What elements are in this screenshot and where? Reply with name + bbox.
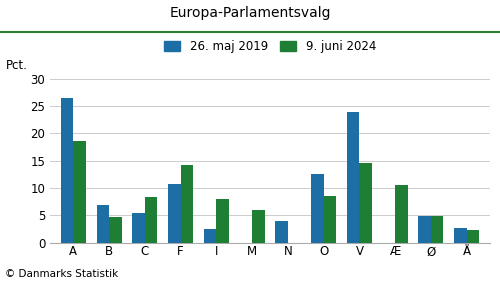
Text: Europa-Parlamentsvalg: Europa-Parlamentsvalg — [169, 6, 331, 20]
Bar — [204, 230, 216, 243]
Bar — [216, 199, 229, 243]
Bar — [180, 165, 193, 243]
Bar — [145, 197, 158, 243]
Bar — [431, 216, 444, 243]
Bar — [60, 98, 74, 243]
Bar — [418, 216, 431, 243]
Bar — [252, 210, 264, 243]
Bar — [347, 112, 360, 243]
Bar — [132, 213, 145, 243]
Bar — [466, 230, 479, 243]
Bar — [168, 184, 180, 243]
Text: Pct.: Pct. — [6, 60, 28, 72]
Bar — [454, 228, 466, 243]
Bar — [276, 221, 288, 243]
Bar — [96, 205, 109, 243]
Bar — [395, 185, 407, 243]
Bar — [109, 217, 122, 243]
Bar — [74, 140, 86, 243]
Legend: 26. maj 2019, 9. juni 2024: 26. maj 2019, 9. juni 2024 — [164, 40, 376, 53]
Bar — [324, 196, 336, 243]
Text: © Danmarks Statistik: © Danmarks Statistik — [5, 269, 118, 279]
Bar — [360, 163, 372, 243]
Bar — [311, 174, 324, 243]
